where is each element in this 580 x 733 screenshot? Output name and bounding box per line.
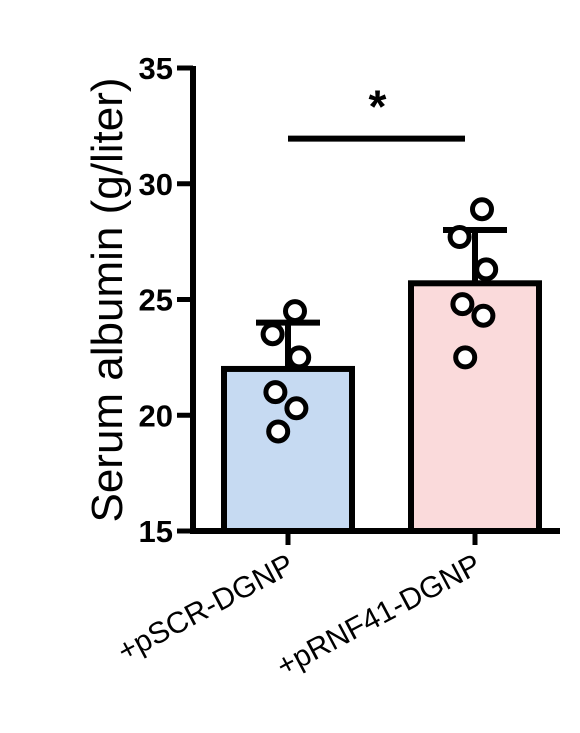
x-tick-label-2: +pRNF41-DGNP <box>271 548 486 683</box>
data-point <box>266 419 291 444</box>
data-point <box>284 396 309 421</box>
y-tick-label-5: 35 <box>139 51 173 86</box>
data-point <box>474 257 499 282</box>
bar-2 <box>408 280 542 535</box>
data-point <box>447 224 472 249</box>
data-point <box>471 303 496 328</box>
bar-1 <box>221 365 355 535</box>
data-point <box>450 292 475 317</box>
y-tick-label-1: 15 <box>139 514 173 549</box>
y-tick-label-3: 25 <box>139 283 173 318</box>
y-tick-label-2: 20 <box>139 398 173 433</box>
x-tick-label-1: +pSCR-DGNP <box>112 548 299 668</box>
data-point <box>260 322 285 347</box>
y-axis-label: Serum albumin (g/liter) <box>83 77 132 522</box>
data-point <box>263 380 288 405</box>
data-point <box>453 345 478 370</box>
y-tick-label-4: 30 <box>139 167 173 202</box>
significance-label: * <box>369 81 387 133</box>
data-point <box>287 345 312 370</box>
data-point <box>283 299 307 324</box>
data-point <box>470 197 494 222</box>
